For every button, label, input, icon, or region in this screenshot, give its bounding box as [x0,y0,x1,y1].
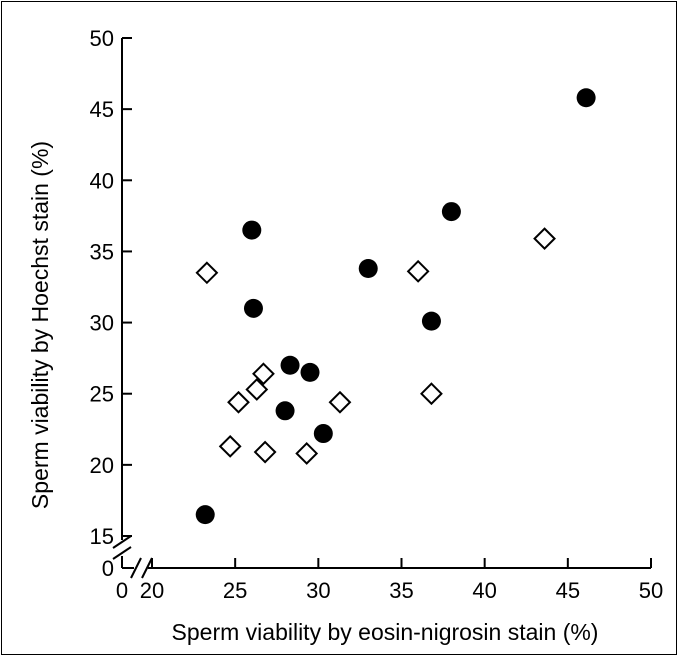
y-axis-break-mark [112,535,132,549]
data-points [195,88,596,525]
y-axis-break-mark [112,546,132,560]
x-tick-label: 20 [140,578,164,603]
data-point-filled-circle [275,401,295,421]
data-point-open-diamond [253,440,277,464]
y-tick-label: 35 [90,239,114,264]
x-tick-label: 40 [472,578,496,603]
y-axis-title: Sperm viability by Hoechst stain (%) [27,141,53,509]
y-tick-label: 30 [90,311,114,336]
y-tick-label: 25 [90,382,114,407]
y-tick-label: 20 [90,453,114,478]
data-point-filled-circle [300,362,320,382]
data-point-open-diamond [252,362,275,386]
data-point-filled-circle [242,220,262,240]
x-axis-break-mark [141,557,153,579]
data-point-open-diamond [227,390,250,414]
x-tick-label: 30 [306,578,330,603]
x-zero-label: 0 [116,578,128,603]
data-point-filled-circle [576,88,596,108]
data-point-open-diamond [245,378,269,401]
x-axis-break-mark [130,557,142,579]
data-point-filled-circle [313,424,333,444]
data-point-filled-circle [243,298,263,318]
x-tick-label: 50 [639,578,663,603]
x-axis-title: Sperm viability by eosin-nigrosin stain … [172,619,599,645]
y-tick-label: 45 [90,97,114,122]
data-point-filled-circle [280,355,300,375]
data-point-open-diamond [533,227,556,251]
data-point-open-diamond [195,261,219,285]
x-tick-label: 45 [556,578,580,603]
data-point-open-diamond [420,382,443,406]
y-tick-label: 40 [90,168,114,193]
y-zero-label: 0 [102,556,114,581]
data-point-filled-circle [195,505,215,525]
data-point-filled-circle [358,259,378,279]
y-tick-label: 50 [90,26,114,51]
x-tick-label: 25 [223,578,247,603]
x-tick-label: 35 [389,578,413,603]
y-tick-label: 15 [90,524,114,549]
data-point-open-diamond [328,390,352,414]
ticks: 15 20 25 30 35 40 45 50 0 20 25 30 35 40 45 50 0 [90,26,664,603]
data-point-open-diamond [295,442,319,465]
data-point-filled-circle [441,202,461,222]
data-point-open-diamond [406,259,430,283]
axes [112,38,651,579]
data-point-open-diamond [218,434,242,458]
data-point-filled-circle [421,311,441,331]
